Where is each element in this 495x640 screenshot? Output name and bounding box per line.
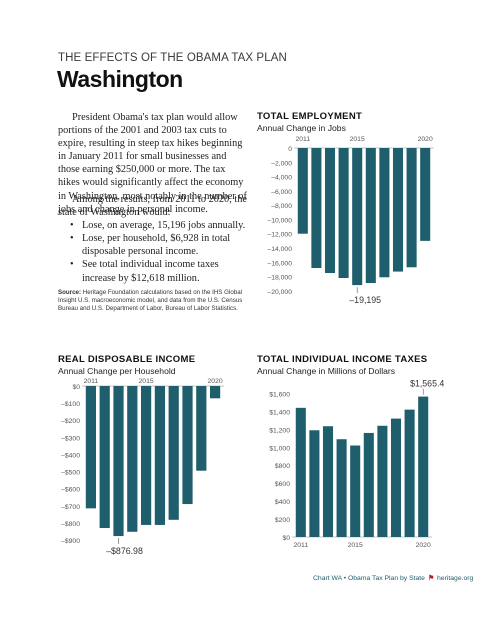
- y-tick-label-disposable: –$300: [61, 435, 80, 442]
- bar-employment: [379, 148, 390, 278]
- bar-taxes: [377, 425, 388, 537]
- y-tick-label-employment: –14,000: [267, 246, 292, 253]
- bar-taxes: [350, 445, 361, 537]
- annotation-label-disposable: –$876.98: [106, 546, 143, 556]
- bullet-text: Lose, on average, 15,196 jobs annually.: [82, 220, 246, 232]
- y-tick-label-taxes: $0: [282, 535, 290, 542]
- bar-taxes: [418, 396, 429, 537]
- x-tick-label-employment: 2015: [350, 136, 365, 143]
- y-tick-label-disposable: $0: [72, 384, 80, 391]
- source-text: Heritage Foundation calculations based o…: [58, 289, 243, 312]
- y-tick-label-employment: –8,000: [271, 203, 292, 210]
- bar-disposable: [182, 386, 193, 505]
- y-tick-label-taxes: $800: [275, 463, 290, 470]
- x-tick-label-taxes: 2011: [293, 542, 308, 549]
- bar-disposable: [85, 386, 97, 509]
- y-tick-label-taxes: $600: [275, 481, 290, 488]
- page-title: Washington: [57, 66, 183, 92]
- y-tick-label-employment: –2,000: [271, 160, 292, 167]
- list-item: • See total individual income taxes incre…: [70, 259, 219, 284]
- x-tick-label-disposable: 2015: [139, 378, 154, 385]
- results-list: • Lose, on average, 15,196 jobs annually.…: [58, 219, 248, 284]
- bar-disposable: [127, 386, 138, 532]
- y-tick-label-employment: –16,000: [267, 260, 292, 267]
- bar-employment: [324, 148, 336, 273]
- y-tick-label-employment: –4,000: [271, 175, 292, 182]
- y-tick-label-disposable: –$500: [61, 470, 80, 477]
- x-tick-label-disposable: 2011: [84, 378, 99, 385]
- bar-disposable: [99, 386, 110, 529]
- bar-disposable: [209, 386, 221, 399]
- bar-taxes: [404, 409, 415, 537]
- heritage-flag-icon: ⚑: [427, 575, 435, 582]
- y-tick-label-employment: –10,000: [267, 217, 292, 224]
- chart-title-disposable: REAL DISPOSABLE INCOME: [58, 354, 196, 365]
- bar-taxes: [336, 439, 347, 537]
- footer-site: heritage.org: [437, 575, 474, 582]
- kicker: THE EFFECTS OF THE OBAMA TAX PLAN: [58, 52, 287, 64]
- bar-taxes: [295, 407, 306, 537]
- y-tick-label-disposable: –$100: [61, 401, 80, 408]
- chart-title-taxes: TOTAL INDIVIDUAL INCOME TAXES: [257, 354, 428, 365]
- y-tick-label-taxes: $400: [275, 499, 290, 506]
- bar-employment: [352, 148, 363, 286]
- bar-disposable: [113, 386, 124, 537]
- bar-employment: [311, 148, 322, 268]
- y-tick-label-employment: –6,000: [271, 189, 292, 196]
- intro-paragraph: President Obama's tax plan would allow p…: [58, 111, 248, 216]
- source-note: Source: Heritage Foundation calculations…: [58, 289, 258, 312]
- results-block: Among the results, from 2011 to 2020, th…: [58, 193, 248, 285]
- list-item: • Lose, per household, $6,928 in total di…: [70, 233, 231, 258]
- y-tick-label-disposable: –$700: [61, 504, 80, 511]
- y-tick-label-disposable: –$800: [61, 521, 80, 528]
- list-item: • Lose, on average, 15,196 jobs annually.: [70, 220, 246, 232]
- intro-text: President Obama's tax plan would allow p…: [58, 112, 247, 215]
- source-label: Source:: [58, 289, 82, 296]
- y-tick-label-disposable: –$200: [61, 418, 80, 425]
- bar-taxes: [322, 426, 334, 537]
- results-lead: Among the results, from 2011 to 2020, th…: [58, 194, 247, 219]
- y-tick-label-employment: –20,000: [267, 289, 292, 296]
- bar-taxes: [390, 418, 402, 537]
- bar-employment: [338, 148, 349, 278]
- y-tick-label-employment: 0: [288, 146, 292, 153]
- bar-disposable: [140, 386, 152, 525]
- bar-disposable: [168, 386, 179, 520]
- bar-disposable: [154, 386, 166, 525]
- x-tick-label-disposable: 2020: [208, 378, 223, 385]
- footer: Chart WA • Obama Tax Plan by State ⚑ herit…: [313, 574, 473, 582]
- y-tick-label-taxes: $1,400: [269, 409, 290, 416]
- bar-employment: [365, 148, 376, 283]
- annotation-label-taxes: $1,565.4: [410, 379, 444, 389]
- bullet-text: See total individual income taxes increa…: [82, 259, 219, 284]
- y-tick-label-taxes: $1,000: [269, 445, 290, 452]
- y-tick-label-taxes: $1,600: [269, 391, 290, 398]
- y-tick-label-disposable: –$400: [61, 452, 80, 459]
- bar-taxes: [363, 432, 374, 537]
- bullet-text: Lose, per household, $6,928 in total dis…: [82, 233, 231, 258]
- x-tick-label-taxes: 2015: [348, 542, 363, 549]
- y-tick-label-disposable: –$900: [61, 538, 80, 545]
- y-tick-label-taxes: $1,200: [269, 427, 290, 434]
- bar-taxes: [309, 430, 320, 537]
- y-tick-label-taxes: $200: [275, 517, 290, 524]
- bar-employment: [297, 148, 308, 234]
- chart-subtitle-disposable: Annual Change per Household: [58, 366, 176, 376]
- y-tick-label-employment: –18,000: [267, 275, 292, 282]
- annotation-label-employment: –19,195: [349, 295, 381, 305]
- footer-label: Chart WA • Obama Tax Plan by State: [313, 575, 425, 582]
- bar-employment: [392, 148, 404, 272]
- bar-employment: [420, 148, 431, 241]
- bar-employment: [406, 148, 417, 268]
- chart-subtitle-employment: Annual Change in Jobs: [257, 123, 346, 133]
- chart-title-employment: TOTAL EMPLOYMENT: [257, 111, 363, 122]
- y-tick-label-disposable: –$600: [61, 487, 80, 494]
- x-tick-label-employment: 2011: [295, 136, 310, 143]
- chart-subtitle-taxes: Annual Change in Millions of Dollars: [257, 366, 396, 376]
- x-tick-label-taxes: 2020: [416, 542, 431, 549]
- x-tick-label-employment: 2020: [418, 136, 433, 143]
- y-tick-label-employment: –12,000: [267, 232, 292, 239]
- bar-disposable: [196, 386, 207, 471]
